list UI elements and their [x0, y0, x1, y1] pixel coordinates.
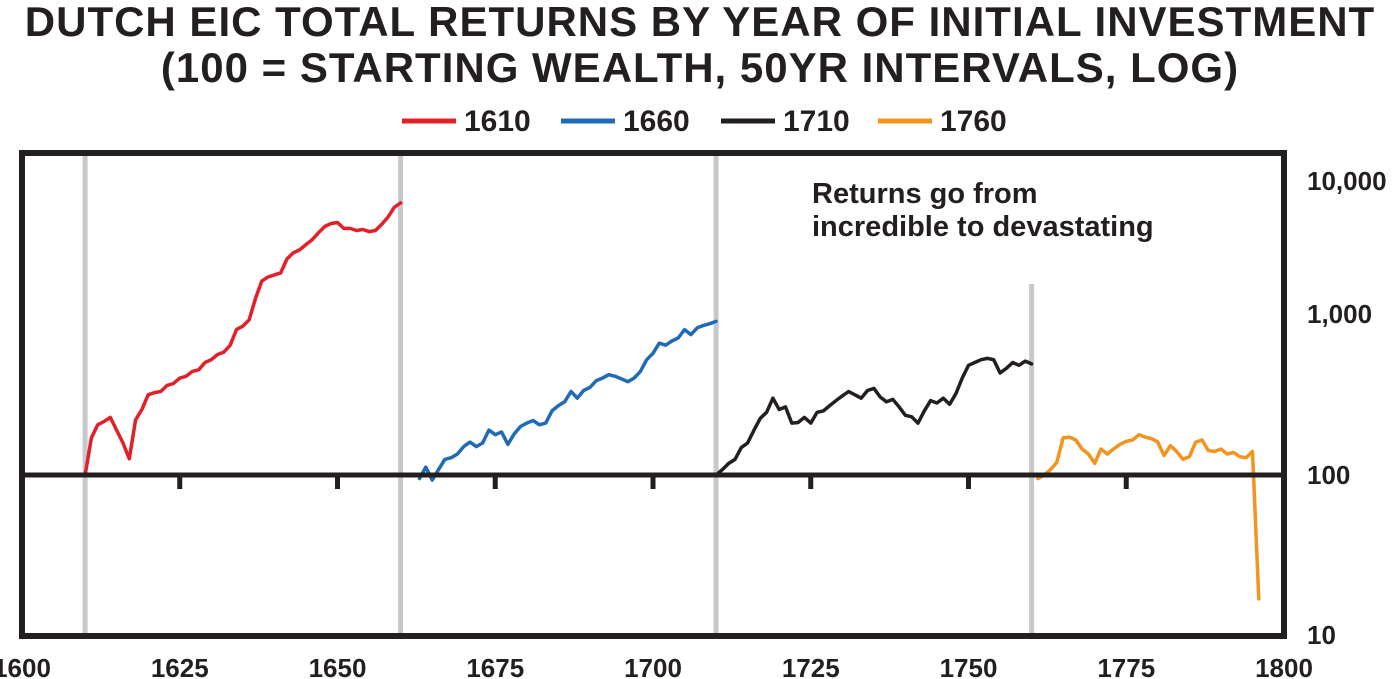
x-tick-label-1600: 1600 — [0, 653, 51, 679]
legend-label-1660: 1660 — [623, 105, 690, 138]
y-axis: 10 100 1,000 10,000 — [1307, 166, 1387, 650]
chart-title: DUTCH EIC TOTAL RETURNS BY YEAR OF INITI… — [24, 0, 1376, 45]
x-tick-label-1650: 1650 — [309, 653, 367, 679]
vertical-markers — [82, 153, 1035, 636]
y-tick-label-1000: 1,000 — [1307, 299, 1372, 329]
x-tick-label-1625: 1625 — [151, 653, 209, 679]
x-axis: 1600 1625 1650 1675 1700 1725 1750 1775 1800 — [0, 475, 1313, 679]
series-layer — [83, 201, 1261, 601]
series-line-1710 — [714, 356, 1034, 477]
x-tick-label-1725: 1725 — [782, 653, 840, 679]
plot-frame — [19, 150, 1287, 639]
series-line-1760 — [1036, 432, 1261, 601]
x-tick-label-1750: 1750 — [940, 653, 998, 679]
x-tick-label-1775: 1775 — [1097, 653, 1155, 679]
x-tick-label-1700: 1700 — [624, 653, 682, 679]
legend-label-1760: 1760 — [940, 105, 1007, 138]
annotation-line-2: incredible to devastating — [812, 211, 1154, 243]
y-tick-label-10: 10 — [1307, 620, 1336, 650]
y-tick-label-10000: 10,000 — [1307, 166, 1387, 196]
legend: 1610 1660 1710 1760 — [402, 105, 1007, 138]
x-tick-label-1675: 1675 — [466, 653, 524, 679]
legend-label-1610: 1610 — [464, 105, 531, 138]
x-tick-label-1800: 1800 — [1255, 653, 1313, 679]
series-line-1660 — [417, 319, 718, 482]
annotation-line-1: Returns go from — [812, 178, 1038, 210]
series-line-1610 — [83, 201, 403, 477]
legend-label-1710: 1710 — [783, 105, 850, 138]
y-tick-label-100: 100 — [1307, 460, 1350, 490]
chart-subtitle: (100 = STARTING WEALTH, 50YR INTERVALS, … — [160, 44, 1240, 91]
